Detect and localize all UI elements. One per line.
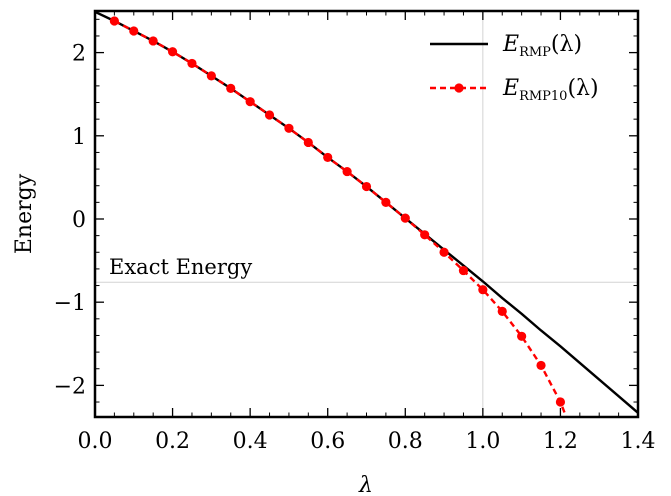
series-2-point xyxy=(458,265,469,276)
x-axis-title: λ xyxy=(358,473,373,496)
series-2-point xyxy=(536,360,546,371)
series-2-point xyxy=(148,36,158,46)
series-2-point xyxy=(517,331,527,341)
series-2-point xyxy=(478,285,488,295)
series-layer xyxy=(95,11,638,417)
exact-energy-label: Exact Energy xyxy=(109,255,252,279)
series-2-point xyxy=(187,58,197,69)
x-tick-label: 1.2 xyxy=(543,429,578,454)
x-tick-label: 1.0 xyxy=(465,429,500,454)
series-2-point xyxy=(381,197,391,207)
series-2-point xyxy=(400,213,410,223)
x-tick-label: 0.0 xyxy=(78,429,113,454)
series-2-point xyxy=(323,152,333,163)
reference-lines xyxy=(95,11,638,417)
y-tick-label: 0 xyxy=(72,208,86,233)
axis-ticks xyxy=(94,11,639,417)
series-2-point xyxy=(264,110,275,120)
legend: ERMP(λ) ERMP10(λ) xyxy=(430,32,599,104)
y-tick-labels: 2 1 0 −1 −2 xyxy=(54,42,86,400)
y-tick-label: 2 xyxy=(72,42,86,67)
series-2-point xyxy=(284,123,294,133)
series-2-point xyxy=(109,16,119,26)
series-2-point xyxy=(497,306,507,316)
series-2-point xyxy=(206,71,216,81)
x-tick-label: 0.4 xyxy=(233,429,268,454)
series-2-point xyxy=(555,397,566,407)
x-tick-label: 1.4 xyxy=(621,429,656,454)
series-2-point xyxy=(420,230,430,240)
series-2-point xyxy=(342,166,352,177)
x-tick-labels: 0.0 0.2 0.4 0.6 0.8 1.0 1.2 1.4 xyxy=(78,429,656,454)
y-tick-label: 1 xyxy=(72,125,86,150)
series-2-point xyxy=(226,83,236,93)
legend-label-2: ERMP10(λ) xyxy=(502,76,599,104)
x-tick-label: 0.8 xyxy=(388,429,423,454)
y-tick-label: −2 xyxy=(54,374,86,399)
x-tick-label: 0.6 xyxy=(310,429,345,454)
x-tick-label: 0.2 xyxy=(155,429,190,454)
series-2-point xyxy=(245,97,255,107)
y-tick-label: −1 xyxy=(54,291,86,316)
y-axis-title: Energy xyxy=(12,173,37,254)
series-2-point xyxy=(361,181,372,192)
series-2-point xyxy=(439,247,449,257)
series-2-point xyxy=(167,47,178,57)
series-2-point xyxy=(303,137,313,148)
series-2-point xyxy=(129,26,139,36)
legend-label-1: ERMP(λ) xyxy=(502,32,582,60)
legend-marker-2 xyxy=(454,83,464,93)
